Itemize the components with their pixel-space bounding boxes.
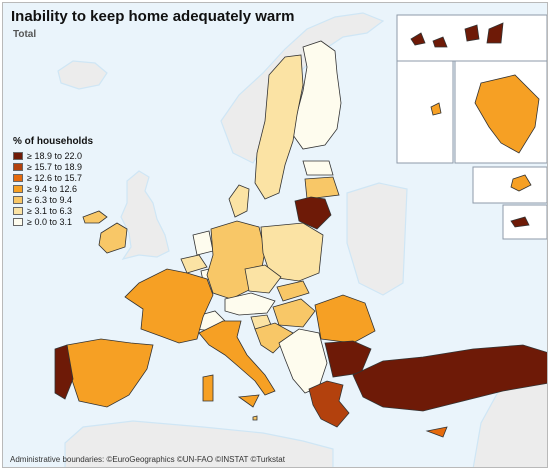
region-ireland-inset-shape [82, 210, 108, 224]
legend-swatch [13, 207, 23, 215]
legend-label: ≥ 12.6 to 15.7 [27, 173, 82, 183]
region-lithuania [294, 196, 332, 230]
region-turkey [352, 344, 547, 412]
legend-label: ≥ 9.4 to 12.6 [27, 184, 77, 194]
legend-item: ≥ 18.9 to 22.0 [13, 151, 93, 161]
legend-swatch [13, 174, 23, 182]
region-estonia [302, 160, 334, 176]
region-czechia [244, 264, 282, 294]
region-sicily [237, 394, 260, 408]
region-hungary [272, 298, 316, 328]
region-netherlands [192, 230, 214, 256]
region-finland [292, 40, 342, 150]
region-bulgaria [324, 340, 372, 378]
europe-map [3, 3, 547, 467]
region-poland [260, 222, 324, 282]
legend-swatch [13, 152, 23, 160]
legend-item: ≥ 6.3 to 9.4 [13, 195, 93, 205]
region-sardinia [202, 374, 214, 402]
region-latvia [304, 176, 340, 200]
region-portugal [54, 344, 74, 400]
region-austria [224, 292, 276, 316]
region-romania [314, 294, 376, 344]
region-denmark [228, 184, 250, 218]
region-guadeloupe [430, 102, 442, 116]
legend-item: ≥ 9.4 to 12.6 [13, 184, 93, 194]
legend-swatch [13, 163, 23, 171]
legend-label: ≥ 6.3 to 9.4 [27, 195, 72, 205]
region-france [124, 268, 214, 344]
region-uk [120, 170, 170, 260]
legend-title: % of households [13, 136, 93, 147]
legend-swatch [13, 185, 23, 193]
legend-label: ≥ 18.9 to 22.0 [27, 151, 82, 161]
legend-item: ≥ 15.7 to 18.9 [13, 162, 93, 172]
region-iceland [57, 60, 108, 90]
region-sweden [254, 54, 304, 200]
region-spain [66, 338, 154, 408]
legend-item: ≥ 3.1 to 6.3 [13, 206, 93, 216]
legend-label: ≥ 15.7 to 18.9 [27, 162, 82, 172]
inset-reunion [472, 166, 547, 204]
region-reunion [510, 174, 532, 192]
region-madeira [510, 216, 530, 228]
region-italy [198, 320, 276, 396]
region-cyprus [425, 426, 448, 438]
region-slovakia [276, 280, 310, 302]
legend-item: ≥ 0.0 to 3.1 [13, 217, 93, 227]
region-french-guiana [474, 74, 540, 154]
region-greece [308, 380, 350, 428]
region-belgium [180, 254, 208, 274]
region-malta [252, 415, 258, 421]
attribution: Administrative boundaries: ©EuroGeograph… [10, 455, 285, 464]
legend-label: ≥ 0.0 to 3.1 [27, 217, 72, 227]
legend-item: ≥ 12.6 to 15.7 [13, 173, 93, 183]
legend-swatch [13, 196, 23, 204]
legend: % of households ≥ 18.9 to 22.0 ≥ 15.7 to… [13, 136, 93, 228]
map-title: Inability to keep home adequately warm [11, 8, 295, 25]
legend-swatch [13, 218, 23, 226]
legend-label: ≥ 3.1 to 6.3 [27, 206, 72, 216]
inset-guadeloupe [396, 60, 454, 164]
region-eastern-europe [346, 182, 408, 296]
region-ireland [98, 222, 128, 254]
region-canary-islands [410, 22, 504, 48]
region-north-africa [64, 420, 334, 467]
map-subtitle: Total [13, 29, 37, 40]
